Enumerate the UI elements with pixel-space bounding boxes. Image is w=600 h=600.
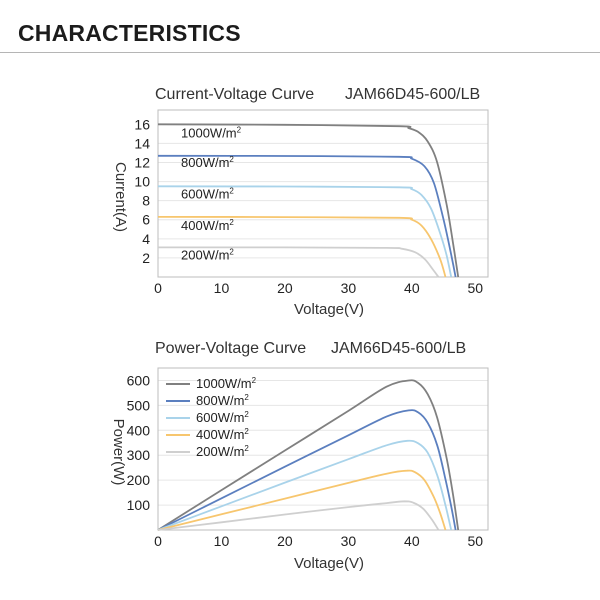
series-line-1	[157, 154, 457, 278]
y-tick-label: 600	[127, 372, 151, 388]
iv-series-lines	[157, 123, 460, 278]
series-label: 400W/m2	[181, 218, 234, 233]
page-heading: CHARACTERISTICS	[18, 20, 241, 46]
iv-plot-frame	[157, 109, 489, 278]
series-label: 400W/m2	[196, 427, 249, 442]
series-line-2	[157, 439, 453, 531]
x-tick-label: 0	[154, 533, 162, 549]
x-tick-label: 10	[214, 533, 230, 549]
iv-grid	[158, 123, 488, 259]
x-tick-label: 20	[277, 533, 293, 549]
series-line-0	[157, 123, 460, 278]
pv-chart-model: JAM66D45-600/LB	[331, 340, 466, 357]
y-tick-label: 500	[127, 397, 151, 413]
pv-grid	[158, 379, 488, 506]
y-tick-label: 16	[134, 116, 150, 132]
iv-y-axis-label: Current(A)	[112, 162, 129, 232]
pv-y-axis-label: Power(W)	[110, 419, 127, 486]
iv-chart: Current-Voltage Curve JAM66D45-600/LB 2 4…	[112, 86, 489, 318]
y-tick-label: 2	[142, 250, 150, 266]
header-divider	[0, 52, 600, 53]
y-tick-label: 4	[142, 231, 150, 247]
series-line-4	[157, 246, 440, 278]
iv-chart-model: JAM66D45-600/LB	[345, 86, 480, 103]
x-tick-label: 20	[277, 280, 293, 296]
series-line-0	[157, 379, 460, 531]
iv-x-axis-label: Voltage(V)	[294, 301, 364, 318]
x-tick-label: 40	[404, 280, 420, 296]
y-tick-label: 100	[127, 497, 151, 513]
pv-chart: Power-Voltage Curve JAM66D45-600/LB 1002…	[110, 340, 489, 572]
series-label: 200W/m2	[196, 444, 249, 459]
series-label: 600W/m2	[181, 186, 234, 201]
series-label: 600W/m2	[196, 410, 249, 425]
pv-x-axis-label: Voltage(V)	[294, 555, 364, 572]
x-tick-label: 50	[468, 280, 484, 296]
x-tick-label: 30	[341, 533, 357, 549]
x-tick-label: 10	[214, 280, 230, 296]
y-tick-label: 14	[134, 135, 150, 151]
series-line-3	[157, 469, 447, 531]
y-tick-label: 6	[142, 212, 150, 228]
pv-series-lines	[157, 379, 460, 531]
series-line-4	[157, 500, 440, 531]
series-label: 800W/m2	[196, 393, 249, 408]
pv-y-ticks: 100 200 300 400 500 600	[127, 372, 151, 513]
iv-series-labels: 1000W/m2 800W/m2 600W/m2 400W/m2 200W/m2	[181, 125, 242, 262]
iv-chart-title: Current-Voltage Curve	[155, 86, 314, 103]
pv-series-labels: 1000W/m2 800W/m2 600W/m2 400W/m2 200W/m2	[166, 376, 257, 459]
series-line-3	[157, 216, 447, 278]
pv-chart-title: Power-Voltage Curve	[155, 340, 306, 357]
pv-x-ticks: 0 10 20 30 40 50	[154, 533, 483, 549]
pv-plot-frame	[157, 367, 489, 531]
series-line-1	[157, 409, 457, 531]
series-line-2	[157, 185, 453, 278]
x-tick-label: 0	[154, 280, 162, 296]
iv-y-ticks: 2 4 6 8 10 12 14 16	[134, 116, 150, 266]
y-tick-label: 400	[127, 422, 151, 438]
series-label: 200W/m2	[181, 247, 234, 262]
series-label: 800W/m2	[181, 155, 234, 170]
y-tick-label: 8	[142, 193, 150, 209]
series-label: 1000W/m2	[181, 125, 242, 140]
y-tick-label: 10	[134, 174, 150, 190]
iv-x-ticks: 0 10 20 30 40 50	[154, 280, 483, 296]
y-tick-label: 12	[134, 154, 150, 170]
x-tick-label: 30	[341, 280, 357, 296]
series-label: 1000W/m2	[196, 376, 257, 391]
y-tick-label: 200	[127, 472, 151, 488]
y-tick-label: 300	[127, 447, 151, 463]
x-tick-label: 50	[468, 533, 484, 549]
x-tick-label: 40	[404, 533, 420, 549]
